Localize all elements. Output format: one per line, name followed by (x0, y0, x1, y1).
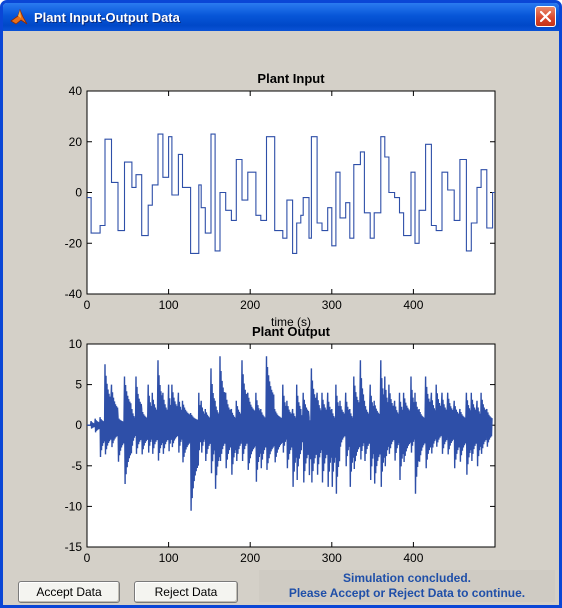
x-tick-label: 200 (240, 551, 260, 565)
matlab-icon (8, 6, 30, 28)
reject-data-button[interactable]: Reject Data (134, 581, 238, 603)
y-tick-label: -40 (65, 287, 83, 301)
x-tick-label: 100 (159, 551, 179, 565)
accept-data-button[interactable]: Accept Data (18, 581, 120, 603)
plant-output-series-line (87, 356, 493, 511)
y-tick-label: -5 (71, 459, 82, 473)
y-tick-label: -15 (65, 540, 83, 554)
window-title: Plant Input-Output Data (34, 9, 180, 25)
chart-title: Plant Output (252, 324, 331, 339)
x-tick-label: 100 (159, 298, 179, 312)
plant-input-series-line (87, 133, 495, 254)
chart-title: Plant Input (257, 71, 325, 86)
status-line-2: Please Accept or Reject Data to continue… (288, 586, 526, 600)
y-tick-label: 20 (69, 135, 83, 149)
figure-client-area: Plant Input 0 100 200 300 400 40 20 0 -20 -40 time … (3, 31, 559, 605)
y-tick-label: -20 (65, 236, 83, 250)
close-icon (539, 10, 552, 23)
x-tick-label: 0 (84, 551, 91, 565)
x-tick-label: 400 (403, 551, 423, 565)
plot-area (86, 90, 496, 295)
y-tick-label: 0 (75, 418, 82, 432)
status-line-1: Simulation concluded. (342, 571, 471, 585)
title-bar[interactable]: Plant Input-Output Data (3, 3, 559, 31)
plant-output-axes: Plant Output01002003004001050-5-10-15tim… (65, 324, 496, 582)
x-tick-label: 300 (322, 298, 342, 312)
x-tick-label: 0 (84, 298, 91, 312)
y-tick-label: -10 (65, 499, 83, 513)
x-tick-label: 400 (403, 298, 423, 312)
x-axis-label: time (s) (271, 315, 311, 329)
y-tick-label: 5 (75, 378, 82, 392)
y-tick-label: 40 (69, 84, 83, 98)
status-panel: Simulation concluded. Please Accept or R… (259, 570, 555, 602)
y-tick-label: 0 (75, 186, 82, 200)
y-tick-label: 10 (69, 337, 83, 351)
close-button[interactable] (535, 6, 556, 27)
x-tick-label: 200 (240, 298, 260, 312)
x-tick-label: 300 (322, 551, 342, 565)
